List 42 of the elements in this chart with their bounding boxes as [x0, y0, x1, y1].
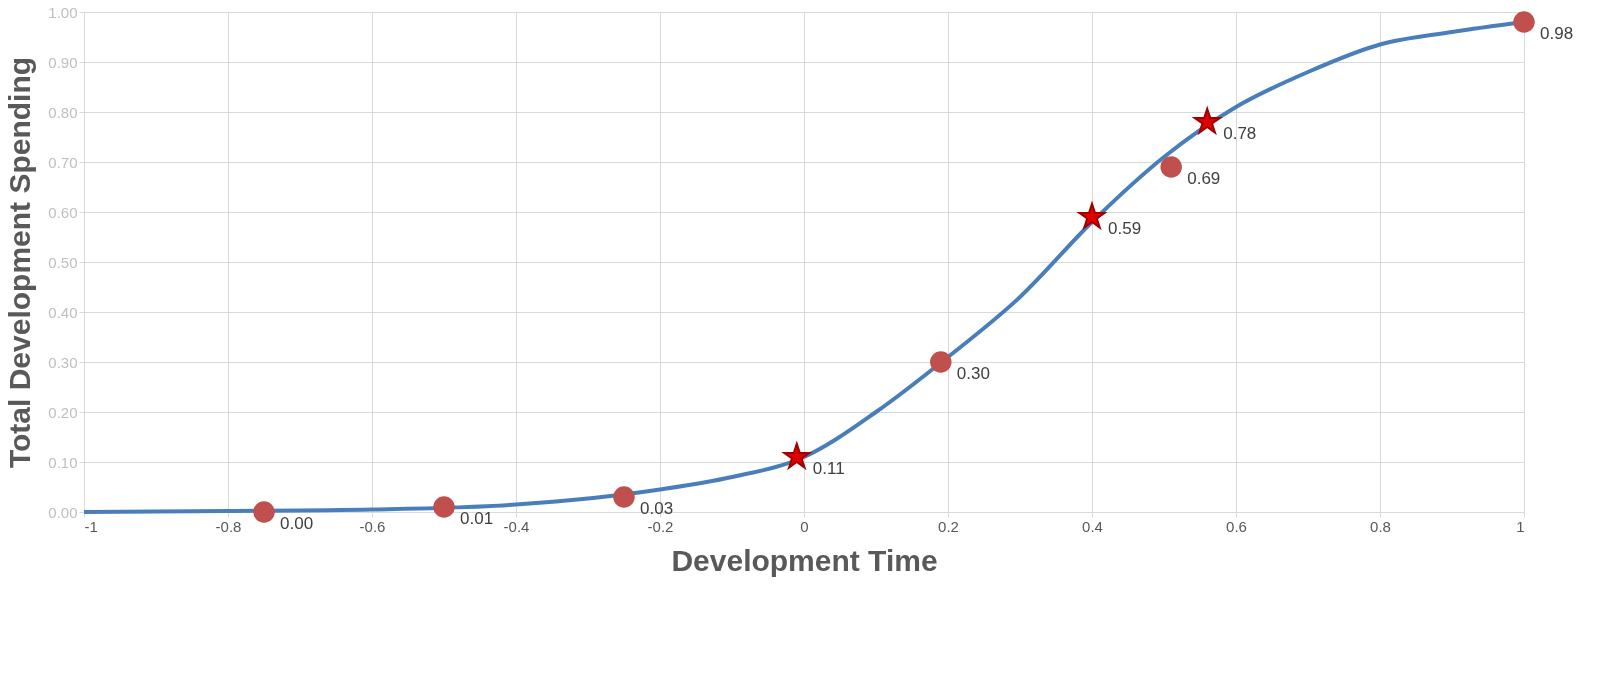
- data-label: 0.69: [1187, 169, 1221, 188]
- data-label: 0.01: [460, 509, 494, 528]
- x-tick-label: -0.4: [503, 517, 530, 535]
- point: [930, 351, 952, 373]
- point: [253, 501, 275, 523]
- x-tick-label: 0.8: [1370, 517, 1391, 535]
- point: [1160, 156, 1182, 178]
- y-tick-label: 0.60: [48, 203, 78, 221]
- x-tick-label: 1: [1516, 517, 1525, 535]
- y-tick-label: 0.10: [48, 453, 78, 471]
- y-tick-label: 0.90: [48, 53, 78, 71]
- x-tick-label: 0: [800, 517, 809, 535]
- y-tick-label: 0.00: [48, 503, 78, 521]
- y-tick-label: 0.30: [48, 353, 78, 371]
- y-axis-title: Total Development Spending: [3, 56, 37, 469]
- y-tick-label: 0.80: [48, 103, 78, 121]
- x-tick-label: -0.8: [215, 517, 242, 535]
- x-tick-label: -1: [84, 517, 98, 535]
- x-tick-label: -0.2: [647, 517, 674, 535]
- data-label: 0.03: [640, 499, 674, 518]
- x-axis-title: Development Time: [671, 543, 938, 577]
- y-tick-label: 0.20: [48, 403, 78, 421]
- x-tick-label: -0.6: [359, 517, 386, 535]
- data-label: 0.00: [280, 514, 314, 533]
- data-label: 0.98: [1540, 24, 1574, 43]
- y-tick-label: 1.00: [48, 3, 78, 21]
- x-tick-label: 0.6: [1226, 517, 1247, 535]
- point: [1513, 11, 1535, 33]
- x-tick-label: 0.4: [1082, 517, 1103, 535]
- y-tick-label: 0.70: [48, 153, 78, 171]
- x-tick-label: 0.2: [938, 517, 959, 535]
- y-tick-label: 0.50: [48, 253, 78, 271]
- point: [613, 486, 635, 508]
- data-label: 0.78: [1223, 124, 1257, 143]
- data-label: 0.30: [956, 364, 990, 383]
- data-label: 0.11: [812, 459, 845, 478]
- point: [781, 440, 813, 471]
- y-tick-label: 0.40: [48, 303, 78, 321]
- data-label: 0.59: [1108, 219, 1142, 238]
- point: [1076, 200, 1108, 231]
- point: [1191, 105, 1223, 136]
- point: [433, 496, 455, 518]
